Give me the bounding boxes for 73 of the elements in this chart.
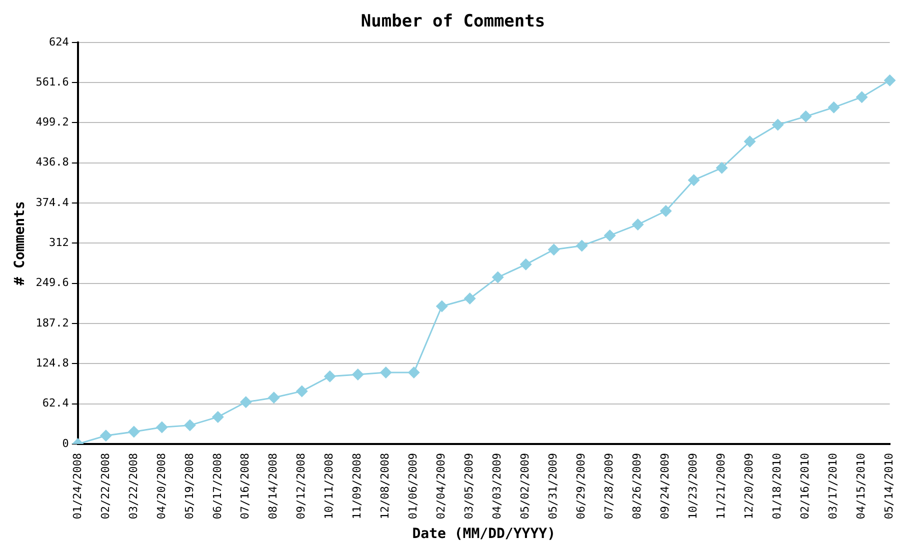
- x-tick-label: 02/22/2008: [98, 452, 112, 520]
- point: [464, 292, 476, 305]
- y-tick-label: 187.2: [36, 316, 69, 330]
- y-axis-title: # Comments: [12, 201, 28, 286]
- y-tick-label: 436.8: [36, 156, 69, 169]
- point: [576, 240, 588, 252]
- x-tick-label: 05/02/2009: [518, 452, 532, 520]
- point: [688, 174, 700, 186]
- y-tick-label: 312: [49, 236, 69, 250]
- point: [492, 271, 504, 284]
- x-tick-label: 07/28/2009: [602, 452, 616, 520]
- x-tick-label: 04/15/2010: [854, 452, 868, 520]
- x-tick-label: 03/05/2009: [462, 452, 476, 520]
- point: [548, 244, 560, 256]
- point: [268, 392, 280, 404]
- x-tick-label: 05/19/2008: [182, 452, 196, 520]
- y-tick-label: 624: [49, 35, 70, 48]
- point: [324, 370, 336, 382]
- y-tick-label: 374.4: [36, 196, 70, 209]
- y-tick-label: 62.4: [42, 396, 70, 410]
- chart-title: Number of Comments: [360, 12, 546, 32]
- point: [436, 300, 448, 312]
- x-tick-label: 08/26/2009: [630, 452, 644, 520]
- x-tick-label: 02/04/2009: [434, 452, 448, 520]
- x-axis-title: Date (MM/DD/YYYY): [412, 526, 556, 542]
- x-tick-label: 09/12/2008: [294, 452, 308, 520]
- point: [856, 91, 868, 104]
- point: [408, 366, 420, 379]
- y-tick-label: 499.2: [36, 116, 69, 129]
- x-tick-label: 05/31/2009: [546, 452, 560, 520]
- point: [100, 430, 112, 442]
- point: [156, 421, 168, 434]
- point: [632, 218, 644, 231]
- point: [744, 136, 756, 148]
- x-tick-label: 01/18/2010: [770, 452, 784, 520]
- point: [184, 419, 196, 432]
- point: [240, 396, 252, 408]
- x-tick-label: 01/06/2009: [406, 452, 420, 520]
- x-tick-label: 06/17/2008: [210, 452, 224, 520]
- point: [800, 110, 812, 122]
- point: [884, 74, 896, 86]
- x-tick-label: 04/03/2009: [490, 452, 504, 520]
- point: [520, 258, 532, 270]
- point: [828, 101, 840, 114]
- point: [352, 368, 364, 380]
- point: [128, 426, 140, 438]
- x-tick-label: 08/14/2008: [266, 452, 280, 520]
- x-tick-label: 02/16/2010: [798, 452, 812, 520]
- x-tick-label: 06/29/2009: [574, 452, 588, 520]
- point: [604, 229, 616, 242]
- x-tick-label: 07/16/2008: [238, 452, 252, 520]
- x-tick-label: 03/17/2010: [826, 452, 840, 520]
- x-tick-label: 10/23/2009: [686, 452, 700, 520]
- x-tick-label: 04/20/2008: [154, 452, 168, 520]
- x-tick-label: 10/11/2008: [322, 452, 336, 520]
- point: [660, 205, 672, 218]
- x-tick-label: 12/08/2008: [378, 452, 392, 520]
- x-tick-label: 11/21/2009: [714, 452, 728, 520]
- x-tick-label: 11/09/2008: [350, 452, 364, 520]
- x-tick-label: 12/20/2009: [742, 452, 756, 520]
- y-tick-label: 124.8: [36, 356, 69, 370]
- point: [772, 118, 784, 131]
- point: [716, 162, 728, 174]
- x-tick-label: 03/22/2008: [126, 452, 140, 520]
- x-tick-label: 01/24/2008: [70, 452, 84, 520]
- point: [212, 410, 224, 423]
- point: [296, 385, 308, 398]
- x-tick-label: 05/14/2010: [882, 452, 896, 520]
- y-tick-label: 0: [62, 436, 69, 450]
- y-tick-label: 249.6: [36, 276, 69, 290]
- point: [380, 366, 392, 379]
- x-tick-label: 09/24/2009: [658, 452, 672, 520]
- y-tick-label: 561.6: [36, 75, 69, 88]
